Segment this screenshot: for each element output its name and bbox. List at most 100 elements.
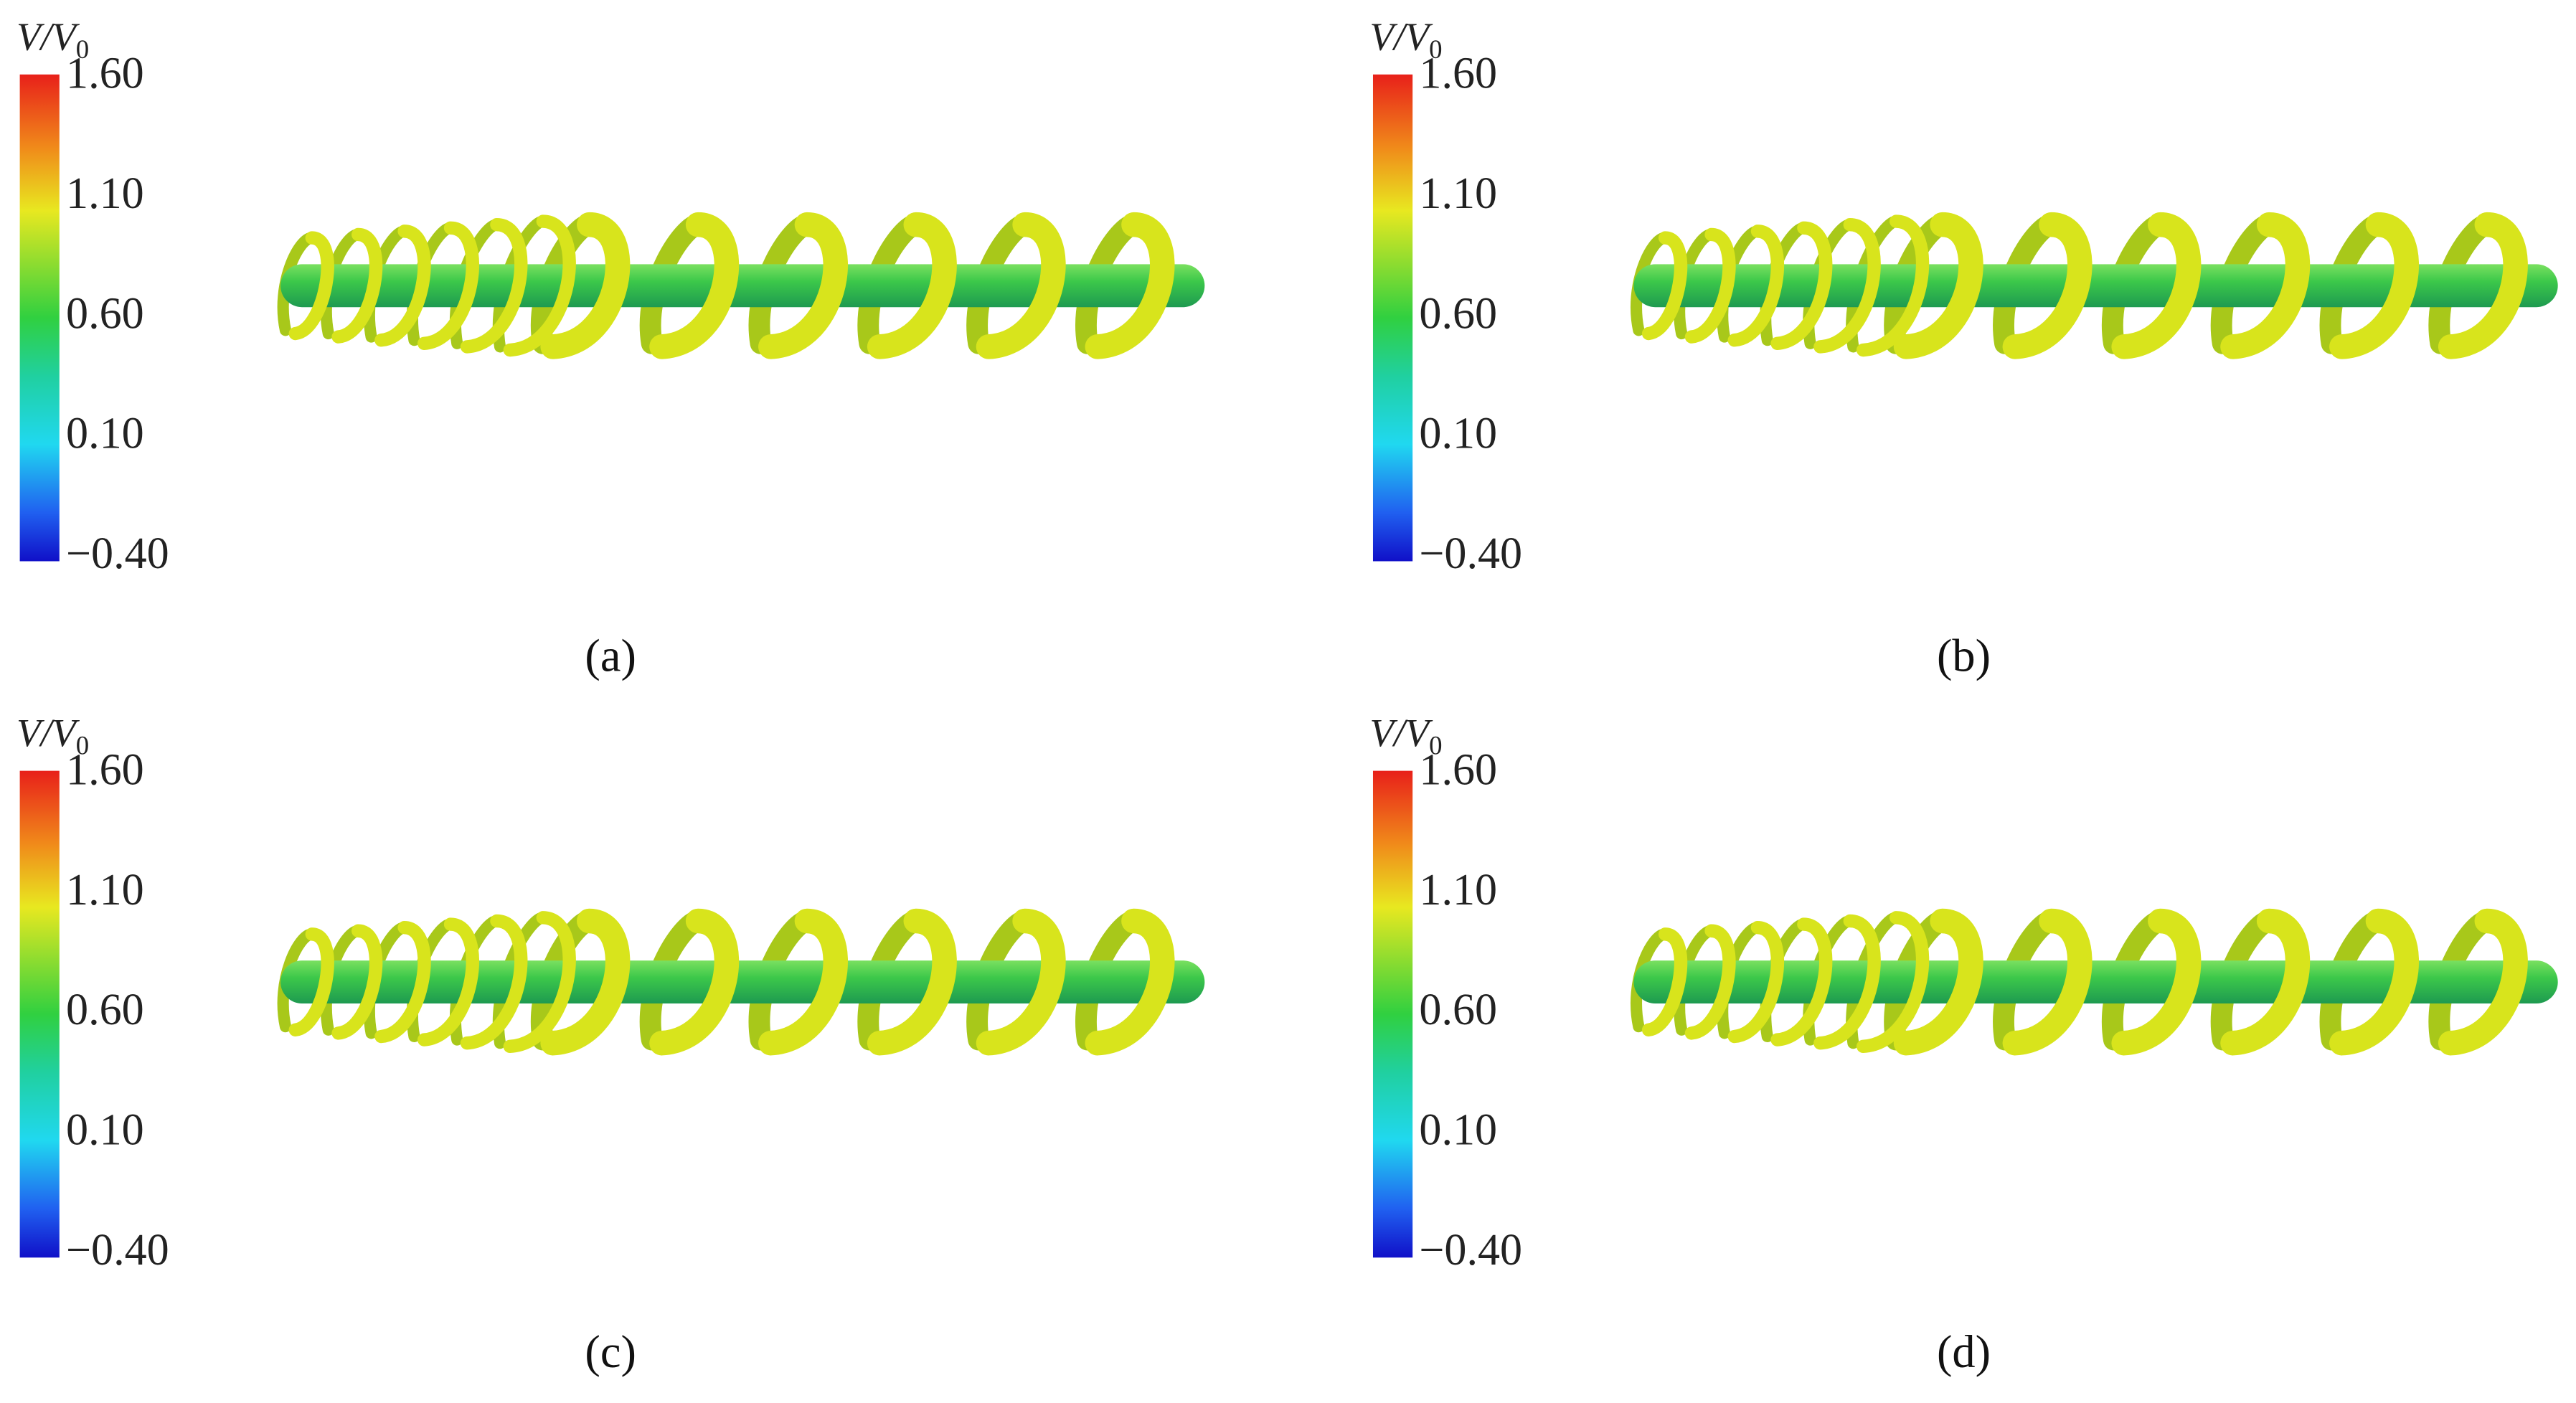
helix-loop-front [2002,908,2093,1056]
colorbar-tick-label: 1.10 [66,866,144,915]
vortex-isosurface [277,212,1205,359]
colorbar-tick-label: −0.40 [1419,1226,1522,1275]
colorbar-tick-label: 0.10 [66,410,144,458]
colorbar-tick-label: 1.60 [1419,745,1497,794]
helix-loop-front [976,212,1066,359]
helix-loop-front [2329,908,2419,1056]
colorbar-tick-label: 1.10 [1419,169,1497,218]
helix-loop-front [540,908,631,1056]
colorbar-title-sub: 0 [1429,34,1442,64]
helix-front [1641,212,2528,359]
helix-front [1641,908,2528,1056]
helix-loop-front [1684,227,1736,344]
helix-loop-front [1727,225,1784,347]
panel-label: (b) [1937,630,1991,681]
helix-loop-front [1770,221,1833,351]
colorbar-gradient [19,770,60,1258]
colorbar-tick-label: −0.40 [66,1226,169,1275]
helix-loop-front [867,908,957,1056]
helix-loop-front [288,927,334,1036]
vortex-isosurface [277,908,1205,1056]
helix-loop-front [417,917,479,1047]
helix-loop-front [374,225,431,347]
helix-loop-front [503,214,576,357]
helix-loop-front [867,212,957,359]
helix-loop-front [1085,212,1175,359]
colorbar-title: V/V0 [1369,711,1442,760]
helix-loop-front [1813,914,1881,1050]
helix-loop-front [758,212,848,359]
helix-loop-front [1085,908,1175,1056]
colorbar: V/V01.60 1.10 0.60 0.10 −0.40 [1369,711,1522,1275]
helix-loop-front [2111,212,2202,359]
colorbar-tick-label: −0.40 [1419,529,1522,578]
helix-loop-front [1893,908,1983,1056]
helix-front [288,212,1175,359]
helix-loop-front [2220,908,2311,1056]
colorbar: V/V01.60 1.10 0.60 0.10 −0.40 [16,711,169,1275]
panel-label: (d) [1937,1326,1991,1377]
panel: V/V01.60 1.10 0.60 0.10 −0.40 (b) [1369,14,2558,681]
helix-loop-front [2438,908,2528,1056]
colorbar-tick-label: 1.60 [1419,49,1497,98]
helix-loop-front [2111,908,2202,1056]
colorbar-tick-label: 0.10 [1419,410,1497,458]
helix-loop-front [2002,212,2093,359]
colorbar-gradient [1372,770,1413,1258]
colorbar-title-main: V/V [16,711,80,755]
colorbar-title-main: V/V [1369,14,1433,58]
panel: V/V01.60 1.10 0.60 0.10 −0.40 (d) [1369,711,2558,1377]
helix-front [288,908,1175,1056]
panel: V/V01.60 1.10 0.60 0.10 −0.40 (a) [16,14,1205,681]
colorbar-gradient [1372,74,1413,562]
colorbar-tick-label: 0.60 [1419,986,1497,1034]
helix-loop-front [2220,212,2311,359]
colorbar-title: V/V0 [1369,14,1442,64]
helix-loop-front [460,914,528,1050]
colorbar-title-sub: 0 [76,731,89,760]
colorbar-tick-label: −0.40 [66,529,169,578]
helix-loop-front [288,231,334,341]
colorbar-tick-label: 0.60 [1419,289,1497,338]
colorbar-tick-label: 0.60 [66,289,144,338]
helix-loop-front [374,920,431,1044]
colorbar-title: V/V0 [16,711,89,760]
colorbar-tick-label: 0.60 [66,986,144,1034]
colorbar-title-sub: 0 [76,34,89,64]
helix-loop-front [1893,212,1983,359]
helix-loop-front [1727,920,1784,1044]
helix-loop-front [1770,917,1833,1047]
helix-loop-front [976,908,1066,1056]
colorbar-title: V/V0 [16,14,89,64]
helix-loop-front [649,908,740,1056]
colorbar-title-main: V/V [16,14,80,58]
helix-loop-front [649,212,740,359]
colorbar-tick-label: 0.10 [1419,1106,1497,1155]
colorbar-tick-label: 0.10 [66,1106,144,1155]
colorbar: V/V01.60 1.10 0.60 0.10 −0.40 [1369,14,1522,578]
panel-label: (c) [585,1326,636,1377]
helix-loop-front [503,911,576,1053]
helix-loop-front [1684,924,1736,1040]
colorbar-gradient [19,74,60,562]
helix-loop-front [331,924,383,1040]
vortex-isosurface [1630,212,2558,359]
panel: V/V01.60 1.10 0.60 0.10 −0.40 (c) [16,711,1205,1377]
helix-loop-front [2329,212,2419,359]
helix-loop-front [460,217,528,354]
colorbar-tick-label: 1.60 [66,49,144,98]
vortex-isosurface [1630,908,2558,1056]
helix-loop-front [1856,911,1930,1053]
panel-label: (a) [585,630,636,681]
helix-loop-front [758,908,848,1056]
colorbar-tick-label: 1.60 [66,745,144,794]
helix-loop-front [1641,231,1688,341]
helix-loop-front [417,221,479,351]
colorbar-title-sub: 0 [1429,731,1442,760]
colorbar-title-main: V/V [1369,711,1433,755]
helix-loop-front [331,227,383,344]
colorbar-tick-label: 1.10 [1419,866,1497,915]
helix-loop-front [540,212,631,359]
helix-loop-front [1813,217,1881,354]
